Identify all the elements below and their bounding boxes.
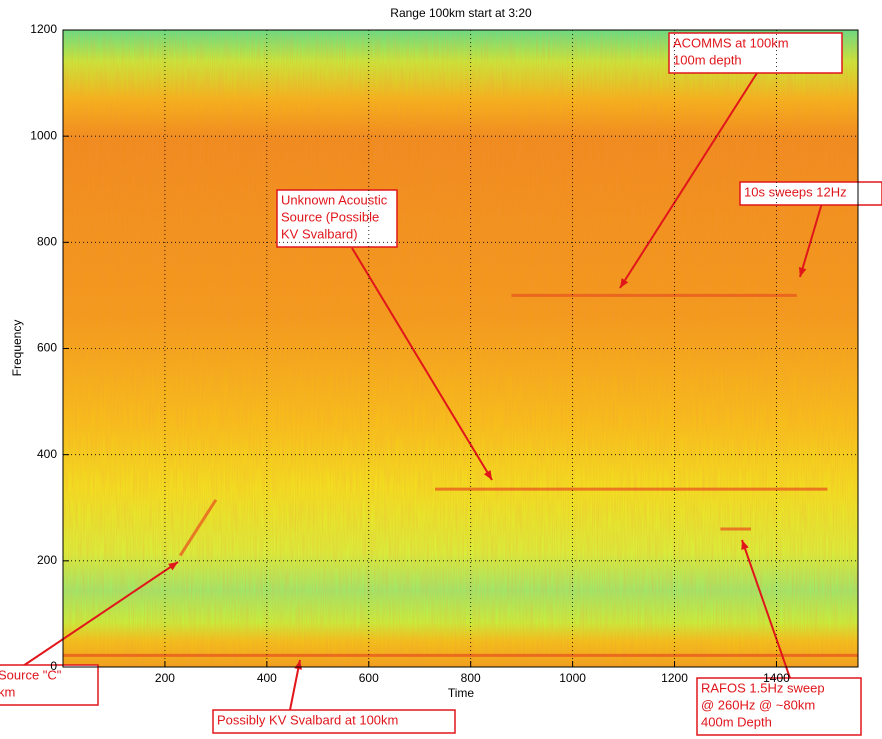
- chart-title: Range 100km start at 3:20: [390, 6, 532, 20]
- x-tick-label: 1200: [661, 671, 688, 685]
- annotation-text: @ 260Hz @ ~80km: [701, 697, 815, 712]
- annotation-text: Possibly KV Svalbard at 100km: [217, 712, 398, 727]
- x-tick-label: 1000: [559, 671, 586, 685]
- annotation-text: km: [0, 684, 15, 699]
- annotation-text: 10s sweeps 12Hz: [744, 184, 847, 199]
- x-tick-label: 400: [257, 671, 277, 685]
- y-tick-label: 600: [37, 341, 57, 355]
- annotation-text: 100m depth: [673, 52, 742, 67]
- annotation-text: Unknown Acoustic: [281, 192, 388, 207]
- y-tick-label: 200: [37, 553, 57, 567]
- y-tick-label: 800: [37, 235, 57, 249]
- annotation-text: Source (Possible: [281, 209, 379, 224]
- y-tick-label: 1200: [30, 22, 57, 36]
- chart: Range 100km start at 3:20 Time Frequency…: [0, 0, 882, 739]
- x-tick-label: 200: [155, 671, 175, 685]
- plot-area: [63, 30, 858, 667]
- x-tick-label: 800: [461, 671, 481, 685]
- y-tick-label: 400: [37, 447, 57, 461]
- y-tick-label: 1000: [30, 128, 57, 142]
- annotation-text: KV Svalbard): [281, 226, 358, 241]
- y-tick-label: 0: [50, 659, 57, 673]
- x-tick-label: 1400: [763, 671, 790, 685]
- annotation-text: 400m Depth: [701, 714, 772, 729]
- annotation-text: ACOMMS at 100km: [673, 35, 789, 50]
- x-tick-label: 600: [359, 671, 379, 685]
- x-axis-label: Time: [448, 686, 475, 700]
- spectrogram-texture: [63, 30, 858, 667]
- y-axis-label: Frequency: [10, 320, 24, 377]
